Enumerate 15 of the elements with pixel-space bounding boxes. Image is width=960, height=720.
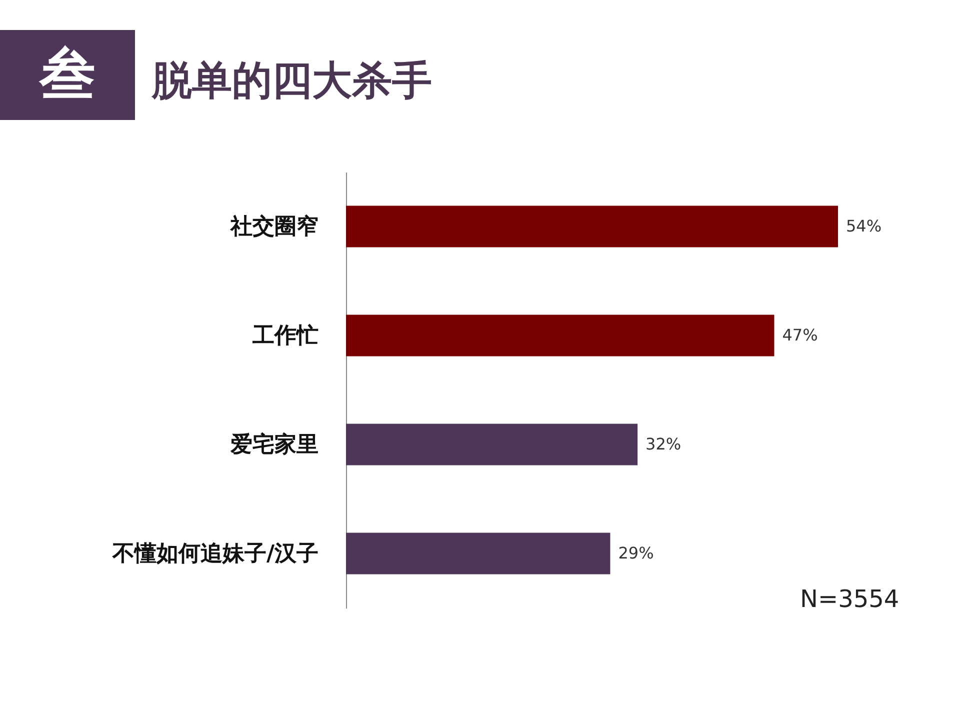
data-label: 32% — [646, 434, 682, 454]
chart-title: 脱单的四大杀手 — [152, 57, 432, 106]
section-badge: 叁 — [0, 30, 135, 120]
bar — [346, 532, 610, 574]
data-label: 29% — [618, 544, 654, 562]
bar — [346, 206, 838, 248]
bar — [346, 314, 774, 356]
y-tick-label: 工作忙 — [252, 324, 318, 348]
y-tick-label: 爱宅家里 — [230, 432, 318, 458]
bar — [346, 424, 638, 466]
data-label: 54% — [846, 216, 882, 236]
annotation: N=3554 — [800, 584, 900, 614]
y-tick-label: 不懂如何追妹子/汉子 — [111, 542, 318, 566]
y-tick-label: 社交圈窄 — [230, 214, 318, 240]
data-label: 47% — [782, 326, 818, 344]
